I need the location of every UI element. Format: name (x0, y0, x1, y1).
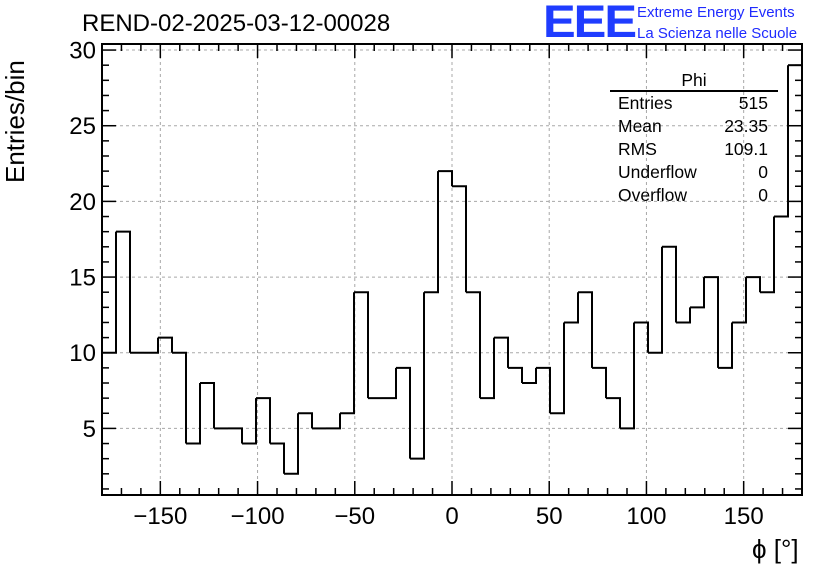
histogram-bin (172, 351, 187, 444)
x-axis-label: ϕ [°] (752, 534, 799, 564)
y-axis-label: Entries/bin (0, 60, 30, 183)
histogram-bin (284, 413, 299, 475)
histogram-bin (760, 216, 775, 294)
stats-label: Mean (618, 116, 662, 136)
histogram-bin (256, 397, 271, 444)
stats-row-underflow: Underflow 0 (610, 161, 778, 184)
histogram-bin (662, 245, 677, 323)
stats-label: Entries (618, 93, 673, 113)
histogram-bin (620, 322, 635, 430)
histogram-bin (704, 276, 719, 368)
stats-label: Overflow (618, 185, 688, 205)
histogram-bars (102, 64, 802, 475)
x-tick-label: −150 (133, 503, 187, 530)
histogram-bin (522, 367, 537, 385)
y-tick-label: 5 (83, 416, 96, 443)
x-tick-label: 100 (626, 503, 666, 530)
histogram-bin (564, 292, 579, 324)
histogram-bin (438, 170, 453, 187)
histogram-bin (242, 398, 257, 445)
stats-value: 0 (758, 162, 768, 182)
plot-frame (101, 43, 803, 496)
x-tick-label: 150 (724, 503, 764, 530)
histogram-bin (396, 366, 411, 459)
stats-row-rms: RMS 109.1 (610, 138, 778, 161)
histogram-bin (536, 366, 551, 414)
histogram-bin (228, 427, 243, 444)
histogram-bin (732, 277, 747, 324)
stats-label: RMS (618, 139, 657, 159)
histogram-bin (690, 277, 705, 309)
histogram-bin (676, 307, 691, 324)
histogram-bin (186, 383, 201, 445)
histogram-bin (298, 412, 313, 429)
histogram-bin (606, 397, 621, 429)
histogram-bin (270, 442, 285, 474)
stats-row-mean: Mean 23.35 (610, 115, 778, 138)
histogram-bin (410, 292, 425, 460)
tick-labels: −150 −100 −50 0 50 100 150 5 10 15 20 25 30 (69, 38, 763, 530)
stats-label: Underflow (618, 162, 697, 182)
stats-title: Phi (610, 70, 778, 92)
histogram-bin (354, 291, 369, 399)
histogram-bin (144, 337, 159, 354)
histogram-bin (116, 230, 131, 353)
histogram-bin (466, 291, 481, 399)
chart-title: REND-02-2025-03-12-00028 (82, 10, 391, 37)
stats-row-entries: Entries 515 (610, 92, 778, 115)
logo-subtitle-1: Extreme Energy Events (637, 4, 795, 21)
y-tick-label: 30 (69, 38, 96, 65)
histogram-bin (648, 246, 663, 354)
x-tick-label: −100 (231, 503, 285, 530)
stats-value: 23.35 (724, 116, 768, 136)
y-tick-label: 25 (69, 113, 96, 140)
y-tick-label: 20 (69, 189, 96, 216)
y-tick-label: 15 (69, 265, 96, 292)
histogram-bin (746, 276, 761, 293)
stats-row-overflow: Overflow 0 (610, 184, 778, 207)
stats-value: 0 (758, 185, 768, 205)
stats-value: 515 (738, 93, 768, 113)
histogram-bin (480, 337, 495, 400)
histogram-bin (326, 413, 341, 430)
stats-value: 109.1 (724, 139, 768, 159)
histogram-bin (774, 65, 789, 218)
eee-logo: EEE (543, 0, 637, 47)
histogram-bin (424, 171, 439, 294)
histogram-bin (718, 322, 733, 369)
histogram-bin (200, 382, 215, 429)
histogram-bin (578, 291, 593, 368)
histogram-bin (550, 322, 565, 415)
histogram-bin (494, 336, 509, 368)
histogram-bin (158, 336, 173, 353)
stats-box: Phi Entries 515 Mean 23.35 RMS 109.1 Und… (610, 70, 778, 207)
histogram-bin (634, 321, 649, 353)
x-tick-label: 50 (536, 503, 563, 530)
histogram-bin (452, 185, 467, 293)
histogram-bin (340, 292, 355, 415)
y-tick-label: 10 (69, 340, 96, 367)
x-tick-label: −50 (334, 503, 375, 530)
histogram-bin (102, 231, 117, 354)
logo-subtitle-2: La Scienza nelle Scuole (637, 25, 798, 42)
histogram-bin (382, 367, 397, 400)
histogram-bin (592, 366, 607, 399)
x-tick-label: 0 (445, 503, 458, 530)
histogram-bin (508, 366, 523, 384)
